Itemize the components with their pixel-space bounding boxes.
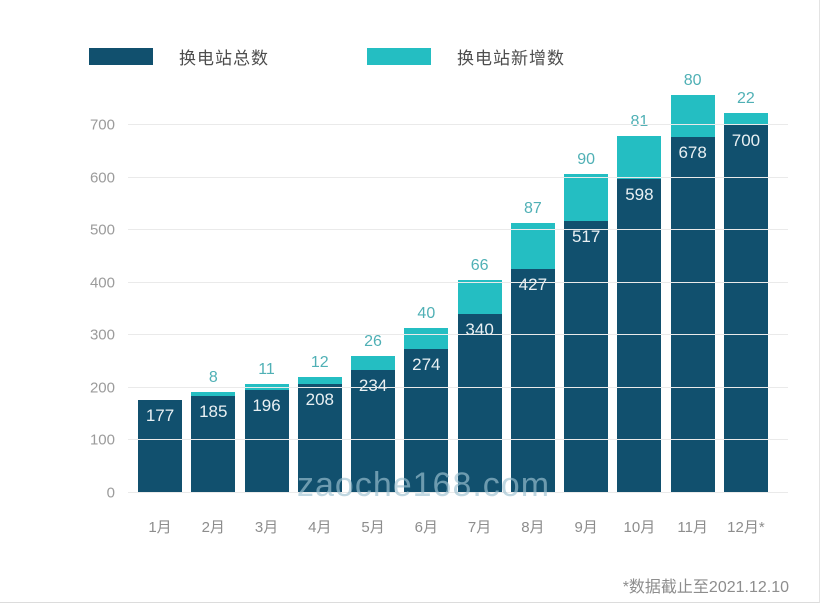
x-axis-month-label: 1月 — [148, 519, 172, 536]
bar-column: 90 517 — [564, 150, 609, 493]
bar-column: 8 185 — [191, 368, 236, 493]
total-stations-value-label: 274 — [412, 354, 441, 374]
y-axis-tick-label: 0 — [106, 484, 115, 502]
new-stations-value-label: 12 — [310, 354, 329, 372]
bar-column: 66 340 — [457, 256, 502, 493]
legend-label-new-stations: 换电站新增数 — [457, 49, 565, 68]
y-axis-tick-label: 300 — [89, 326, 115, 344]
new-stations-value-label: 26 — [364, 333, 382, 351]
gridline — [128, 334, 788, 336]
bar-column: 81 598 — [617, 113, 662, 493]
total-stations-value-label: 598 — [625, 184, 654, 204]
gridline — [128, 229, 788, 231]
total-stations-bar-segment[interactable]: 340 — [457, 314, 502, 493]
bar-column: 80 678 — [670, 71, 715, 493]
total-stations-value-label: 208 — [305, 389, 334, 409]
total-stations-value-label: 517 — [571, 227, 601, 247]
total-stations-value-label: 700 — [731, 131, 761, 150]
legend-label-total-stations: 换电站总数 — [179, 49, 269, 68]
new-stations-bar-segment[interactable] — [297, 377, 342, 384]
total-stations-value-label: 196 — [252, 395, 281, 415]
gridline — [128, 439, 788, 441]
bar-column: 12 208 — [297, 354, 342, 493]
x-axis-month-label: 11月 — [677, 519, 708, 536]
x-axis-month-label: 7月 — [467, 519, 492, 536]
total-stations-value-label: 234 — [358, 375, 388, 395]
total-stations-bar-segment[interactable]: 185 — [191, 395, 236, 493]
y-axis-tick-label: 200 — [89, 379, 115, 397]
total-stations-value-label: 678 — [678, 142, 707, 162]
new-stations-value-label: 87 — [523, 199, 542, 217]
total-stations-value-label: 185 — [199, 401, 228, 421]
total-stations-bar-segment[interactable]: 598 — [617, 178, 662, 493]
bars: 177 8 185 11 196 12 208 26 234 40 274 66 340 87 427 90 5… — [138, 72, 768, 493]
gridline — [128, 386, 788, 388]
gridline — [128, 176, 788, 178]
legend-swatch-total-stations — [89, 48, 153, 65]
gridline — [128, 492, 788, 493]
bar-column: 40 274 — [404, 304, 449, 493]
total-stations-value-label: 177 — [145, 405, 175, 425]
gridline — [128, 124, 788, 125]
new-stations-value-label: 22 — [737, 90, 755, 108]
x-axis-month-label: 10月 — [623, 519, 656, 536]
x-axis-month-label: 2月 — [201, 519, 225, 536]
new-stations-bar-segment[interactable] — [564, 173, 609, 222]
total-stations-value-label: 340 — [465, 320, 494, 340]
legend-item-new-stations[interactable]: 换电站新增数 — [367, 44, 565, 69]
total-stations-bar-segment[interactable]: 177 — [138, 399, 182, 493]
legend-item-total-stations[interactable]: 换电站总数 — [89, 44, 269, 69]
x-axis-month-label: 9月 — [574, 519, 598, 536]
new-stations-bar-segment[interactable] — [191, 391, 236, 396]
new-stations-value-label: 11 — [258, 361, 275, 379]
new-stations-value-label: 81 — [630, 113, 649, 131]
new-stations-bar-segment[interactable] — [617, 136, 662, 179]
bar-column: 26 234 — [351, 333, 396, 493]
x-axis-month-label: 6月 — [414, 519, 438, 536]
total-stations-bar-segment[interactable]: 208 — [297, 383, 342, 493]
bar-column: 87 427 — [510, 199, 555, 493]
total-stations-bar-segment[interactable]: 427 — [510, 268, 555, 493]
new-stations-value-label: 80 — [683, 71, 702, 89]
new-stations-bar-segment[interactable] — [457, 279, 502, 315]
bar-column: 22 700 — [723, 90, 768, 493]
y-axis-tick-label: 600 — [89, 169, 115, 187]
total-stations-bar-segment[interactable]: 274 — [404, 348, 449, 493]
total-stations-bar-segment[interactable]: 196 — [244, 389, 289, 493]
x-axis-labels: 1月 2月 3月 4月 5月 6月 7月 8月 9月 10月 11月 12月* — [138, 516, 768, 537]
total-stations-value-label: 427 — [518, 274, 548, 294]
total-stations-bar-segment[interactable]: 234 — [351, 369, 396, 493]
gridline — [128, 281, 788, 283]
x-axis-month-label: 8月 — [521, 519, 545, 536]
y-axis-tick-label: 700 — [89, 116, 115, 134]
x-axis-month-label: 3月 — [254, 519, 279, 536]
new-stations-value-label: 66 — [470, 256, 489, 274]
footnote: *数据截止至2021.12.10 — [622, 579, 789, 596]
plot-area: 177 8 185 11 196 12 208 26 234 40 274 66 340 87 427 90 5… — [90, 72, 788, 502]
total-stations-bar-segment[interactable]: 678 — [670, 136, 715, 493]
new-stations-bar-segment[interactable] — [670, 94, 715, 137]
new-stations-value-label: 8 — [208, 368, 218, 386]
y-axis-tick-label: 500 — [89, 221, 115, 239]
y-axis-tick-label: 100 — [89, 431, 115, 449]
new-stations-value-label: 90 — [577, 150, 596, 168]
new-stations-bar-segment[interactable] — [404, 327, 449, 349]
legend-swatch-new-stations — [367, 48, 431, 65]
legend: 换电站总数 换电站新增数 — [89, 44, 565, 69]
bar-column: 11 196 — [244, 361, 289, 493]
x-axis-month-label: 5月 — [361, 519, 385, 536]
total-stations-bar-segment[interactable]: 700 — [723, 125, 768, 493]
new-stations-value-label: 40 — [417, 304, 436, 322]
new-stations-bar-segment[interactable] — [510, 222, 555, 269]
x-axis-month-label: 4月 — [308, 519, 332, 536]
y-axis-tick-label: 400 — [89, 274, 115, 292]
bar-column: 177 — [138, 399, 182, 493]
total-stations-bar-segment[interactable]: 517 — [564, 221, 609, 493]
new-stations-bar-segment[interactable] — [723, 113, 768, 125]
new-stations-bar-segment[interactable] — [351, 356, 396, 370]
x-axis-month-label: 12月* — [727, 519, 765, 536]
